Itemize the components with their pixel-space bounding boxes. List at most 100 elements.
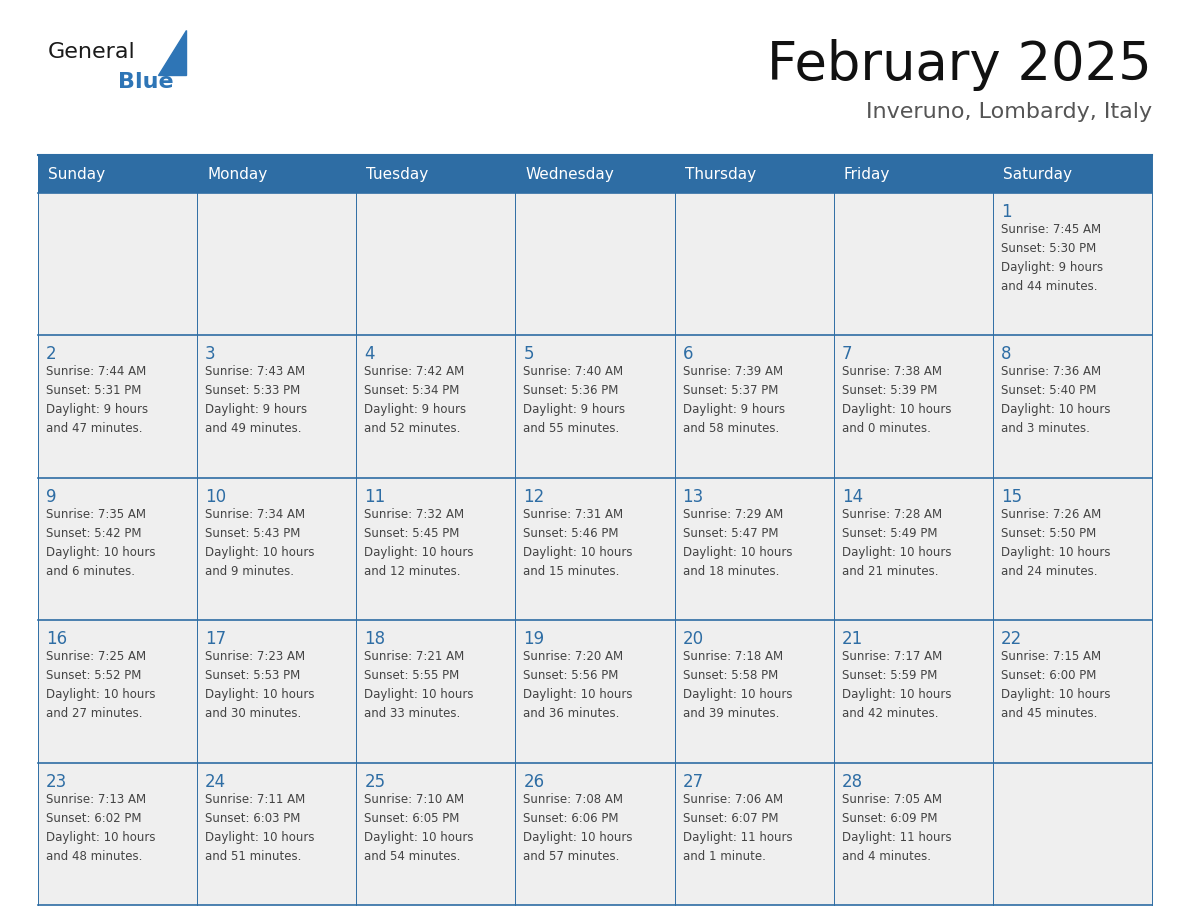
Text: Saturday: Saturday (1003, 166, 1072, 182)
Text: Sunset: 5:30 PM: Sunset: 5:30 PM (1000, 242, 1097, 255)
Text: Sunset: 5:47 PM: Sunset: 5:47 PM (683, 527, 778, 540)
Text: and 45 minutes.: and 45 minutes. (1000, 707, 1098, 721)
Text: Sunrise: 7:23 AM: Sunrise: 7:23 AM (206, 650, 305, 663)
Text: Sunrise: 7:15 AM: Sunrise: 7:15 AM (1000, 650, 1101, 663)
Text: Sunrise: 7:38 AM: Sunrise: 7:38 AM (842, 365, 942, 378)
Text: Daylight: 11 hours: Daylight: 11 hours (842, 831, 952, 844)
Text: and 54 minutes.: and 54 minutes. (365, 849, 461, 863)
Text: Daylight: 10 hours: Daylight: 10 hours (1000, 403, 1111, 417)
Text: and 47 minutes.: and 47 minutes. (46, 422, 143, 435)
Text: Sunday: Sunday (48, 166, 105, 182)
Text: Sunrise: 7:43 AM: Sunrise: 7:43 AM (206, 365, 305, 378)
Text: Daylight: 11 hours: Daylight: 11 hours (683, 831, 792, 844)
Text: 20: 20 (683, 630, 703, 648)
Bar (38, 621, 1152, 763)
Text: 22: 22 (1000, 630, 1022, 648)
Text: Daylight: 9 hours: Daylight: 9 hours (46, 403, 148, 417)
Text: and 21 minutes.: and 21 minutes. (842, 565, 939, 577)
Bar (38, 335, 1152, 477)
Text: Thursday: Thursday (684, 166, 756, 182)
Bar (38, 763, 1152, 905)
Text: Daylight: 10 hours: Daylight: 10 hours (206, 546, 315, 559)
Text: Daylight: 9 hours: Daylight: 9 hours (683, 403, 785, 417)
Text: and 24 minutes.: and 24 minutes. (1000, 565, 1098, 577)
Text: Sunrise: 7:18 AM: Sunrise: 7:18 AM (683, 650, 783, 663)
Text: Tuesday: Tuesday (366, 166, 429, 182)
Text: 18: 18 (365, 630, 385, 648)
Text: Sunset: 6:06 PM: Sunset: 6:06 PM (524, 812, 619, 824)
Text: 17: 17 (206, 630, 226, 648)
Text: Sunset: 5:40 PM: Sunset: 5:40 PM (1000, 385, 1097, 397)
Text: Daylight: 10 hours: Daylight: 10 hours (1000, 688, 1111, 701)
Text: Sunset: 5:58 PM: Sunset: 5:58 PM (683, 669, 778, 682)
Text: Sunset: 6:02 PM: Sunset: 6:02 PM (46, 812, 141, 824)
Text: Sunset: 5:43 PM: Sunset: 5:43 PM (206, 527, 301, 540)
Text: Daylight: 10 hours: Daylight: 10 hours (365, 688, 474, 701)
Text: Sunrise: 7:10 AM: Sunrise: 7:10 AM (365, 792, 465, 806)
Text: Daylight: 10 hours: Daylight: 10 hours (365, 546, 474, 559)
Text: Wednesday: Wednesday (525, 166, 614, 182)
Text: Daylight: 9 hours: Daylight: 9 hours (365, 403, 467, 417)
Text: 11: 11 (365, 487, 386, 506)
Text: and 4 minutes.: and 4 minutes. (842, 849, 930, 863)
Text: and 15 minutes.: and 15 minutes. (524, 565, 620, 577)
Text: Sunset: 5:50 PM: Sunset: 5:50 PM (1000, 527, 1097, 540)
Text: February 2025: February 2025 (767, 39, 1152, 91)
Text: 5: 5 (524, 345, 533, 364)
Text: Sunset: 5:55 PM: Sunset: 5:55 PM (365, 669, 460, 682)
Text: Sunrise: 7:13 AM: Sunrise: 7:13 AM (46, 792, 146, 806)
Bar (38, 155, 1152, 193)
Text: Sunrise: 7:36 AM: Sunrise: 7:36 AM (1000, 365, 1101, 378)
Text: Daylight: 10 hours: Daylight: 10 hours (683, 688, 792, 701)
Text: Daylight: 10 hours: Daylight: 10 hours (842, 688, 952, 701)
Text: Monday: Monday (207, 166, 267, 182)
Text: Daylight: 10 hours: Daylight: 10 hours (524, 831, 633, 844)
Text: Sunrise: 7:20 AM: Sunrise: 7:20 AM (524, 650, 624, 663)
Text: 21: 21 (842, 630, 862, 648)
Text: and 0 minutes.: and 0 minutes. (842, 422, 930, 435)
Text: Sunset: 5:59 PM: Sunset: 5:59 PM (842, 669, 937, 682)
Text: Sunset: 5:52 PM: Sunset: 5:52 PM (46, 669, 141, 682)
Text: Daylight: 10 hours: Daylight: 10 hours (46, 546, 156, 559)
Text: Sunset: 6:07 PM: Sunset: 6:07 PM (683, 812, 778, 824)
Text: Daylight: 10 hours: Daylight: 10 hours (524, 546, 633, 559)
Text: Sunset: 5:39 PM: Sunset: 5:39 PM (842, 385, 937, 397)
Text: 9: 9 (46, 487, 57, 506)
Text: Sunrise: 7:11 AM: Sunrise: 7:11 AM (206, 792, 305, 806)
Text: Sunset: 6:09 PM: Sunset: 6:09 PM (842, 812, 937, 824)
Text: Daylight: 10 hours: Daylight: 10 hours (1000, 546, 1111, 559)
Text: and 30 minutes.: and 30 minutes. (206, 707, 302, 721)
Text: and 39 minutes.: and 39 minutes. (683, 707, 779, 721)
Text: and 52 minutes.: and 52 minutes. (365, 422, 461, 435)
Text: Sunset: 5:53 PM: Sunset: 5:53 PM (206, 669, 301, 682)
Bar (38, 193, 1152, 335)
Polygon shape (158, 30, 187, 75)
Text: Sunrise: 7:28 AM: Sunrise: 7:28 AM (842, 508, 942, 521)
Text: and 9 minutes.: and 9 minutes. (206, 565, 295, 577)
Text: 10: 10 (206, 487, 226, 506)
Text: and 12 minutes.: and 12 minutes. (365, 565, 461, 577)
Text: 4: 4 (365, 345, 374, 364)
Text: Sunset: 6:00 PM: Sunset: 6:00 PM (1000, 669, 1097, 682)
Text: Sunrise: 7:26 AM: Sunrise: 7:26 AM (1000, 508, 1101, 521)
Text: 27: 27 (683, 773, 703, 790)
Text: Sunset: 5:56 PM: Sunset: 5:56 PM (524, 669, 619, 682)
Text: Daylight: 10 hours: Daylight: 10 hours (46, 688, 156, 701)
Text: Sunset: 5:31 PM: Sunset: 5:31 PM (46, 385, 141, 397)
Text: and 6 minutes.: and 6 minutes. (46, 565, 135, 577)
Text: and 57 minutes.: and 57 minutes. (524, 849, 620, 863)
Text: 16: 16 (46, 630, 68, 648)
Text: Sunset: 5:42 PM: Sunset: 5:42 PM (46, 527, 141, 540)
Text: and 44 minutes.: and 44 minutes. (1000, 280, 1098, 293)
Text: Sunrise: 7:42 AM: Sunrise: 7:42 AM (365, 365, 465, 378)
Text: Daylight: 10 hours: Daylight: 10 hours (46, 831, 156, 844)
Text: 19: 19 (524, 630, 544, 648)
Text: Sunset: 5:34 PM: Sunset: 5:34 PM (365, 385, 460, 397)
Text: Sunset: 6:03 PM: Sunset: 6:03 PM (206, 812, 301, 824)
Text: 6: 6 (683, 345, 693, 364)
Text: 12: 12 (524, 487, 544, 506)
Text: and 48 minutes.: and 48 minutes. (46, 849, 143, 863)
Text: Sunrise: 7:45 AM: Sunrise: 7:45 AM (1000, 223, 1101, 236)
Text: Sunrise: 7:21 AM: Sunrise: 7:21 AM (365, 650, 465, 663)
Text: Daylight: 10 hours: Daylight: 10 hours (365, 831, 474, 844)
